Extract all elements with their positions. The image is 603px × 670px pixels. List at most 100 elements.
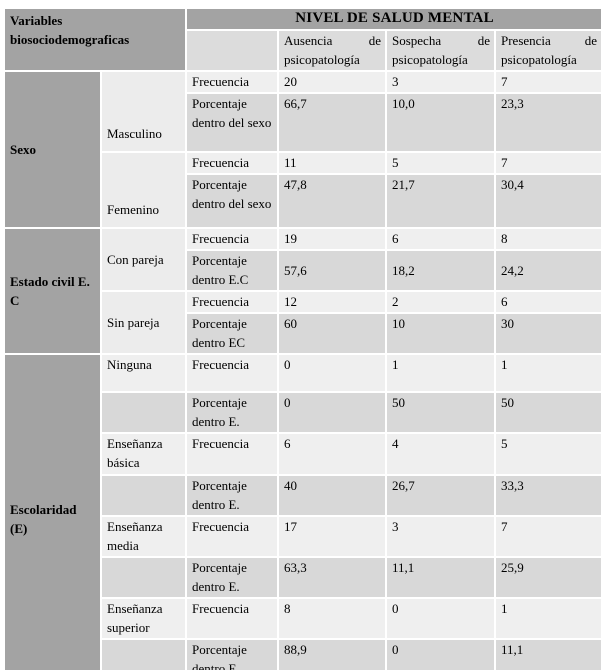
section-label-estado-civil: Estado civil E. C <box>3 227 102 355</box>
value-cell: 3 <box>385 515 496 558</box>
value-cell: 0 <box>385 638 496 670</box>
measure-label: Porcentaje dentro E. <box>185 638 279 670</box>
group-label-ensenanza-superior: Enseñanza superior <box>100 597 187 640</box>
value-cell: 47,8 <box>277 173 387 229</box>
value-cell: 10 <box>385 312 496 355</box>
table-row-header-1: Variables biosociodemograficas NIVEL DE … <box>3 7 603 72</box>
measure-label: Frecuencia <box>185 290 279 314</box>
value-cell: 18,2 <box>385 249 496 292</box>
value-cell: 26,7 <box>385 474 496 517</box>
measure-label: Porcentaje dentro E. <box>185 391 279 434</box>
value-cell: 1 <box>493 353 603 393</box>
measure-label: Porcentaje dentro E. <box>185 556 279 599</box>
value-cell: 25,9 <box>493 556 603 599</box>
value-cell: 50 <box>385 391 496 434</box>
value-cell: 5 <box>385 151 496 175</box>
group-label-ninguna: Ninguna <box>100 353 187 393</box>
measure-label: Frecuencia <box>185 432 279 476</box>
value-cell: 23,3 <box>493 92 603 153</box>
table-row: Porcentaje dentro E. 88,9 0 11,1 <box>4 638 603 670</box>
value-cell: 0 <box>385 597 496 640</box>
empty-cell <box>100 556 187 599</box>
measure-label: Frecuencia <box>185 353 279 393</box>
value-cell: 11 <box>277 151 387 175</box>
value-cell: 0 <box>277 391 387 434</box>
value-cell: 1 <box>493 597 603 640</box>
section-label-escolaridad: Escolaridad (E) <box>3 353 102 670</box>
value-cell: 63,3 <box>277 556 387 599</box>
value-cell: 3 <box>385 70 496 94</box>
section-label-sexo: Sexo <box>3 70 102 229</box>
column-header-sospecha: Sospecha de psicopatología <box>385 29 496 72</box>
value-cell: 12 <box>277 290 387 314</box>
corner-header-cell: Variables biosociodemograficas <box>3 7 187 72</box>
table-row: Porcentaje dentro E.C 57,6 18,2 24,2 <box>4 249 603 292</box>
value-cell: 8 <box>277 597 387 640</box>
value-cell: 19 <box>277 227 387 251</box>
value-cell: 6 <box>277 432 387 476</box>
blank-header-cell <box>185 29 279 72</box>
table-row-header-2: Ausencia de psicopatología Sospecha de p… <box>4 29 603 72</box>
column-header-ausencia: Ausencia de psicopatología <box>277 29 387 72</box>
value-cell: 11,1 <box>493 638 603 670</box>
group-label-sin-pareja: Sin pareja <box>100 290 187 355</box>
value-cell: 33,3 <box>493 474 603 517</box>
measure-label: Porcentaje dentro del sexo <box>185 92 279 153</box>
value-cell: 5 <box>493 432 603 476</box>
table-row: Sin pareja Frecuencia 12 2 6 <box>4 290 603 355</box>
value-cell: 0 <box>277 353 387 393</box>
measure-label: Frecuencia <box>185 227 279 251</box>
value-cell: 60 <box>277 312 387 355</box>
empty-cell <box>100 638 187 670</box>
measure-label: Porcentaje dentro EC <box>185 312 279 355</box>
measure-label: Frecuencia <box>185 515 279 558</box>
table-row: Enseñanza superior Frecuencia 8 0 1 <box>4 597 603 640</box>
group-label-femenino: Femenino <box>100 151 187 229</box>
group-label-ensenanza-basica: Enseñanza básica <box>100 432 187 476</box>
group-label-ensenanza-media: Enseñanza media <box>100 515 187 558</box>
value-cell: 40 <box>277 474 387 517</box>
table-row: Porcentaje dentro del sexo 47,8 21,7 30,… <box>4 173 603 229</box>
value-cell: 1 <box>385 353 496 393</box>
measure-label: Frecuencia <box>185 597 279 640</box>
table-row: Estado civil E. C Con pareja Frecuencia … <box>3 227 603 355</box>
value-cell: 30 <box>493 312 603 355</box>
empty-cell <box>100 474 187 517</box>
table-row: Porcentaje dentro EC 60 10 30 <box>4 312 603 355</box>
value-cell: 6 <box>493 290 603 314</box>
value-cell: 66,7 <box>277 92 387 153</box>
value-cell: 8 <box>493 227 603 251</box>
measure-label: Frecuencia <box>185 151 279 175</box>
main-title-cell: NIVEL DE SALUD MENTAL <box>184 7 603 31</box>
value-cell: 88,9 <box>277 638 387 670</box>
measure-label: Porcentaje dentro E. <box>185 474 279 517</box>
value-cell: 2 <box>385 290 496 314</box>
value-cell: 24,2 <box>493 249 603 292</box>
table-row: Porcentaje dentro del sexo 66,7 10,0 23,… <box>4 92 603 153</box>
table-row: Enseñanza básica Frecuencia 6 4 5 <box>4 432 603 476</box>
table-row: Porcentaje dentro E. 63,3 11,1 25,9 <box>4 556 603 599</box>
value-cell: 11,1 <box>385 556 496 599</box>
value-cell: 10,0 <box>385 92 496 153</box>
table-row: Sexo Masculino Frecuencia 20 3 7 <box>3 70 603 229</box>
value-cell: 7 <box>493 151 603 175</box>
value-cell: 50 <box>493 391 603 434</box>
results-table: Variables biosociodemograficas NIVEL DE … <box>3 7 603 670</box>
value-cell: 4 <box>385 432 496 476</box>
value-cell: 57,6 <box>277 249 387 292</box>
value-cell: 21,7 <box>385 173 496 229</box>
measure-label: Frecuencia <box>185 70 279 94</box>
group-label-con-pareja: Con pareja <box>100 227 187 292</box>
empty-cell <box>100 391 187 434</box>
table-row: Escolaridad (E) Ninguna Frecuencia 0 1 1 <box>3 353 603 670</box>
group-label-masculino: Masculino <box>100 70 187 153</box>
value-cell: 30,4 <box>493 173 603 229</box>
value-cell: 7 <box>493 515 603 558</box>
value-cell: 17 <box>277 515 387 558</box>
value-cell: 7 <box>493 70 603 94</box>
table-row: Porcentaje dentro E. 40 26,7 33,3 <box>4 474 603 517</box>
table-row: Porcentaje dentro E. 0 50 50 <box>4 391 603 434</box>
table-row: Enseñanza media Frecuencia 17 3 7 <box>4 515 603 558</box>
column-header-presencia: Presencia de psicopatología <box>493 29 603 72</box>
